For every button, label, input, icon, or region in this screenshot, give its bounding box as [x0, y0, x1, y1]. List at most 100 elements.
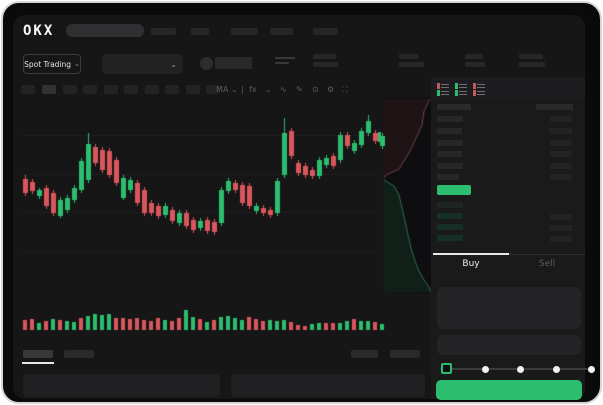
nav-item[interactable] — [151, 28, 176, 35]
pair-selector-dropdown[interactable]: ⌄ — [102, 54, 183, 74]
bid-price-cell[interactable] — [437, 224, 463, 230]
bid-amount-cell[interactable] — [550, 236, 572, 242]
book-both-icon[interactable] — [437, 83, 449, 96]
ask-price-cell[interactable] — [437, 128, 462, 134]
timeframe-button[interactable] — [145, 85, 159, 94]
ticker-stat-value — [519, 62, 545, 67]
orders-action-button[interactable] — [351, 350, 378, 358]
account-balance-placeholder — [215, 57, 252, 69]
ask-price-cell[interactable] — [437, 116, 463, 122]
market-type-dropdown[interactable]: Spot Trading ⌄ — [23, 54, 81, 74]
indicator-ma-icon[interactable]: MA — [216, 85, 229, 94]
ask-amount-cell[interactable] — [550, 174, 572, 180]
icon-line — [477, 86, 485, 88]
timeframe-button[interactable] — [21, 85, 35, 94]
icon-square — [473, 86, 476, 89]
bid-amount-cell[interactable] — [550, 214, 572, 220]
icon-line — [459, 90, 467, 92]
ticker-stat-value — [313, 62, 338, 67]
amount-slider-track[interactable] — [440, 368, 588, 370]
book-bids-icon[interactable] — [455, 83, 467, 96]
total-input[interactable] — [437, 335, 581, 355]
icon-line — [477, 93, 485, 95]
ticker-stat-label — [519, 54, 543, 59]
ask-amount-cell[interactable] — [550, 163, 572, 169]
sell-tab-divider — [509, 254, 585, 255]
icon-square — [437, 93, 440, 96]
icon-line — [459, 83, 467, 85]
tab-sell[interactable]: Sell — [538, 259, 556, 269]
search-input[interactable] — [66, 24, 144, 37]
draw-pencil-icon[interactable]: ✎ — [296, 85, 303, 94]
order-book-toolbar — [431, 77, 585, 99]
last-price-bar[interactable] — [437, 185, 471, 195]
orders-empty-panel-right — [231, 374, 425, 397]
ask-price-cell[interactable] — [437, 163, 463, 169]
timeframe-button[interactable] — [83, 85, 97, 94]
timeframe-button[interactable] — [206, 85, 220, 94]
bid-price-cell[interactable] — [437, 213, 463, 219]
icon-square — [437, 83, 440, 86]
ask-amount-cell[interactable] — [550, 140, 572, 146]
ask-price-cell[interactable] — [437, 140, 463, 146]
indicator-fx-icon[interactable]: fx — [249, 85, 257, 94]
camera-icon[interactable]: ⊙ — [312, 85, 319, 94]
tab-order-history[interactable] — [64, 350, 94, 358]
slider-step-dot[interactable] — [553, 366, 560, 373]
amount-slider-handle[interactable] — [441, 363, 452, 374]
icon-line — [459, 86, 467, 88]
book-header-left — [437, 104, 471, 110]
timeframe-button[interactable] — [104, 85, 118, 94]
ask-amount-cell[interactable] — [550, 151, 572, 157]
tab-buy[interactable]: Buy — [462, 259, 480, 269]
chevron-down-icon[interactable]: ⌄ — [231, 85, 238, 94]
nav-item[interactable] — [231, 28, 258, 35]
timeframe-button[interactable] — [186, 85, 200, 94]
nav-item[interactable] — [313, 28, 338, 35]
chevron-down-icon[interactable]: ⌄ — [265, 85, 272, 94]
icon-square — [455, 90, 458, 93]
okx-logo[interactable]: OKX — [23, 23, 55, 39]
ask-price-cell[interactable] — [437, 151, 462, 157]
ask-amount-cell[interactable] — [550, 128, 572, 134]
book-asks-icon[interactable] — [473, 83, 485, 96]
ask-amount-cell[interactable] — [550, 116, 572, 122]
nav-item[interactable] — [270, 28, 293, 35]
divider: | — [241, 85, 244, 94]
ticker-stat-label — [313, 54, 336, 59]
buy-submit-button[interactable] — [436, 380, 582, 400]
nav-item[interactable] — [191, 28, 209, 35]
ticker-stat-value — [465, 62, 485, 67]
timeframe-button[interactable] — [124, 85, 138, 94]
timeframe-button[interactable] — [165, 85, 179, 94]
price-amount-input[interactable] — [437, 287, 581, 329]
icon-line — [441, 93, 449, 95]
ticker-stat-label — [465, 54, 483, 59]
ticker-stat-value — [399, 62, 424, 67]
orders-action-button[interactable] — [390, 350, 420, 358]
icon-square — [437, 86, 440, 89]
slider-step-dot[interactable] — [482, 366, 489, 373]
slider-step-dot[interactable] — [517, 366, 524, 373]
book-header-right — [536, 104, 573, 110]
bid-amount-cell[interactable] — [550, 225, 572, 231]
bid-price-cell[interactable] — [437, 202, 463, 208]
timeframe-button[interactable] — [63, 85, 77, 94]
bid-price-cell[interactable] — [437, 235, 463, 241]
ask-price-cell[interactable] — [437, 174, 459, 180]
fullscreen-icon[interactable]: ⛶ — [342, 85, 348, 94]
orders-empty-panel-left — [23, 374, 220, 397]
icon-square — [437, 90, 440, 93]
active-tab-underline — [22, 362, 54, 364]
timeframe-button[interactable] — [42, 85, 56, 94]
slider-step-dot[interactable] — [588, 366, 595, 373]
tab-open-orders[interactable] — [23, 350, 53, 358]
icon-line — [477, 90, 485, 92]
account-avatar[interactable] — [200, 57, 213, 70]
line-style-icon[interactable]: ∿ — [280, 85, 287, 94]
list-menu-icon[interactable] — [275, 57, 295, 64]
icon-square — [473, 83, 476, 86]
market-type-label: Spot Trading — [24, 59, 72, 69]
settings-gear-icon[interactable]: ⚙ — [327, 85, 335, 94]
icon-square — [473, 93, 476, 96]
